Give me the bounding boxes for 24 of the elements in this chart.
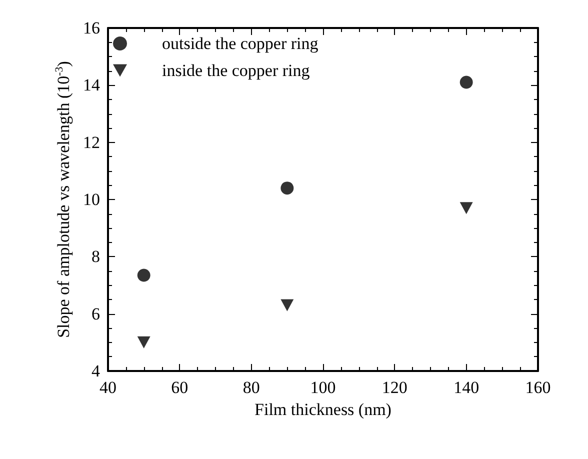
x-tick-label: 140 bbox=[454, 378, 480, 397]
legend-label: inside the copper ring bbox=[162, 61, 310, 80]
y-axis-title: Slope of amplotude vs wavelength (10-3) bbox=[54, 61, 74, 338]
x-axis-title: Film thickness (nm) bbox=[254, 400, 392, 419]
x-tick-label: 100 bbox=[310, 378, 336, 397]
y-tick-label: 14 bbox=[83, 76, 100, 95]
legend-label: outside the copper ring bbox=[162, 34, 319, 53]
y-tick-label: 6 bbox=[92, 304, 100, 324]
x-tick-label: 60 bbox=[171, 378, 188, 397]
y-tick-label: 12 bbox=[83, 132, 100, 152]
point bbox=[280, 299, 294, 312]
point bbox=[137, 268, 150, 282]
point bbox=[280, 182, 294, 195]
y-tick-label: 8 bbox=[92, 247, 100, 266]
y-tick-label: 16 bbox=[83, 18, 100, 38]
x-tick-label: 40 bbox=[100, 378, 116, 397]
x-tick-label: 80 bbox=[242, 378, 260, 397]
point bbox=[460, 76, 473, 89]
x-tick-label: 160 bbox=[525, 378, 551, 397]
y-tick-label: 10 bbox=[83, 190, 100, 209]
point bbox=[460, 202, 473, 214]
x-tick-label: 120 bbox=[382, 378, 408, 397]
point bbox=[137, 336, 150, 348]
y-tick-label: 4 bbox=[92, 362, 100, 380]
